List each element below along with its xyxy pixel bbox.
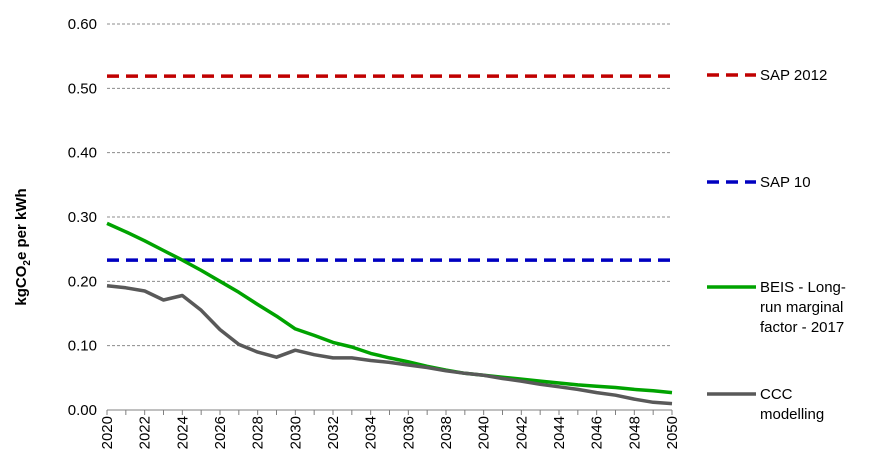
y-tick-label: 0.10	[68, 338, 97, 355]
y-tick-label: 0.00	[68, 402, 97, 419]
series-lines	[106, 74, 673, 406]
legend-label: factor - 2017	[760, 319, 844, 336]
x-tick-label: 2022	[137, 416, 154, 449]
y-tick-label: 0.30	[68, 209, 97, 226]
x-tick-label: 2024	[174, 416, 191, 449]
y-axis-label: kgCO2e per kWh	[13, 188, 33, 305]
y-tick-label: 0.60	[68, 16, 97, 33]
y-axis-tick-labels: 0.00 0.10 0.20 0.30 0.40 0.50 0.60	[68, 16, 97, 419]
series-line-3	[106, 284, 673, 406]
x-tick-label: 2038	[438, 416, 455, 449]
x-tick-label: 2026	[212, 416, 229, 449]
x-tick-label: 2044	[551, 416, 568, 449]
series-line-2	[106, 221, 673, 395]
x-tick-label: 2050	[664, 416, 681, 449]
x-axis: 2020 2022 2024 2026 2028 2030 2032 2034 2036 2038…	[99, 409, 681, 449]
legend-label: SAP 2012	[760, 67, 827, 84]
x-tick-label: 2030	[287, 416, 304, 449]
y-tick-label: 0.20	[68, 273, 97, 290]
legend-label: SAP 10	[760, 174, 811, 191]
x-tick-label: 2032	[325, 416, 342, 449]
legend-label: BEIS - Long-	[760, 279, 846, 296]
x-tick-label: 2036	[400, 416, 417, 449]
x-tick-label: 2028	[250, 416, 267, 449]
legend: SAP 2012 SAP 10 BEIS - Long-run marginal fa…	[707, 67, 846, 423]
x-tick-label: 2046	[589, 416, 606, 449]
legend-label: run marginal	[760, 299, 843, 316]
legend-label: CCC	[760, 386, 793, 403]
y-tick-label: 0.40	[68, 145, 97, 162]
gridlines	[107, 23, 672, 347]
x-tick-label: 2042	[513, 416, 530, 449]
x-tick-label: 2020	[99, 416, 116, 449]
x-tick-label: 2034	[363, 416, 380, 449]
x-tick-label: 2040	[476, 416, 493, 449]
x-tick-label: 2048	[626, 416, 643, 449]
y-tick-label: 0.50	[68, 80, 97, 97]
legend-label: modelling	[760, 406, 824, 423]
